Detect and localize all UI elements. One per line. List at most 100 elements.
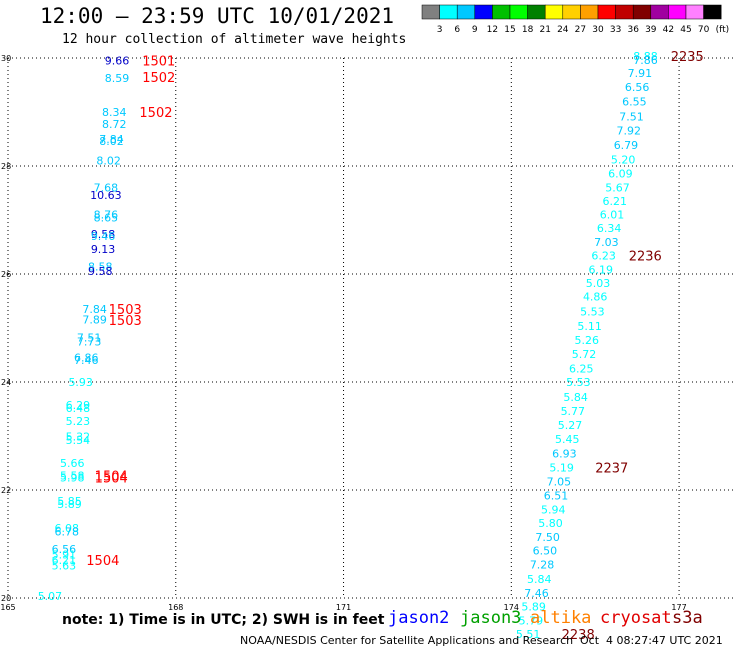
legend-swatch (703, 4, 722, 20)
legend-label: 70 (698, 25, 710, 35)
pass-time-label: 1504 (95, 469, 128, 484)
wave-height-value: 5.03 (586, 277, 611, 290)
wave-height-value: 9.58 (91, 228, 116, 241)
pass-time-label: 2236 (629, 250, 662, 265)
satellite-altika: altika (530, 608, 592, 628)
wave-height-value: 6.34 (597, 222, 622, 235)
wave-height-value: 7.46 (74, 354, 99, 367)
wave-height-value: 8.65 (94, 211, 119, 224)
legend-label: 39 (645, 25, 657, 35)
wave-height-value: 5.53 (580, 305, 605, 318)
wave-height-value: 6.56 (625, 81, 650, 94)
wave-height-value: 7.51 (77, 332, 102, 345)
wave-height-value: 5.98 (60, 472, 85, 485)
wave-height-value: 7.84 (99, 133, 124, 146)
wave-height-value: 6.08 (54, 522, 79, 535)
pass-time-label: 1503 (109, 314, 142, 329)
wave-height-value: 7.92 (616, 124, 641, 137)
wave-height-value: 7.89 (82, 313, 107, 326)
wave-height-value: 9.58 (88, 265, 113, 278)
x-tick-label: 171 (336, 603, 351, 612)
wave-height-value: 5.72 (572, 348, 597, 361)
wave-height-value: 5.91 (52, 548, 77, 561)
legend-label: 6 (454, 25, 460, 35)
wave-height-value: 5.89 (57, 498, 82, 511)
legend-label: 33 (610, 25, 621, 35)
wave-height-value: 5.54 (66, 434, 91, 447)
wave-height-value: 8.88 (633, 50, 658, 63)
legend-label: 3 (437, 25, 443, 35)
wave-height-value: 4.86 (583, 291, 608, 304)
wave-height-value: 5.26 (575, 334, 600, 347)
wave-height-value: 5.63 (52, 560, 77, 573)
page-title: 12:00 – 23:59 UTC 10/01/2021 (40, 4, 395, 28)
pass-time-label: 1501 (142, 55, 175, 70)
wave-height-value: 5.11 (577, 320, 602, 333)
wave-height-value: 6.56 (52, 543, 77, 556)
wave-height-value: 7.91 (628, 67, 653, 80)
wave-height-value: 7.51 (619, 110, 644, 123)
legend-label: 24 (557, 25, 569, 35)
wave-height-value: 7.03 (594, 236, 619, 249)
wave-height-value: 5.93 (68, 376, 93, 389)
wave-height-value: 5.20 (611, 154, 636, 167)
color-scale-bar: 3 6 9 12 15 18 21 24 27 30 33 36 39 42 45 70 (ft) (421, 4, 729, 35)
page-subtitle: 12 hour collection of altimeter wave hei… (62, 32, 407, 47)
pass-time-label: 1503 (109, 303, 142, 318)
wave-height-value: 10.63 (90, 189, 122, 202)
wave-height-value: 7.05 (547, 475, 572, 488)
legend-label: 21 (539, 25, 550, 35)
wave-height-value: 5.77 (561, 405, 586, 418)
wave-height-value: 9.46 (91, 230, 116, 243)
x-tick-label: 174 (504, 603, 519, 612)
y-tick-label: 20 (1, 594, 11, 603)
color-scale-legend: 3 6 9 12 15 18 21 24 27 30 33 36 39 42 45 70 (ft) (0, 0, 740, 40)
wave-height-value: 7.50 (535, 531, 560, 544)
pass-time-label: 1502 (139, 106, 172, 121)
wave-height-value: 8.76 (94, 209, 119, 222)
legend-label: 36 (627, 25, 639, 35)
pass-time-label: 1504 (86, 554, 119, 569)
wave-height-value: 7.28 (530, 559, 555, 572)
wave-height-value: 6.21 (603, 195, 628, 208)
wave-height-value: 8.02 (99, 135, 124, 148)
wave-height-value: 5.66 (60, 457, 85, 470)
wave-height-value: 5.32 (66, 431, 91, 444)
legend-label: 42 (663, 25, 674, 35)
pass-time-label: 1502 (142, 71, 175, 86)
legend-label: 18 (522, 25, 534, 35)
legend-label: 12 (487, 25, 498, 35)
legend-label: 45 (680, 25, 691, 35)
wave-height-value: 6.50 (533, 544, 558, 557)
wave-height-value: 5.53 (566, 376, 591, 389)
wave-height-value: 5.23 (66, 415, 91, 428)
satellite-jason2: jason2 (388, 608, 450, 628)
satellite-jason3: jason3 (460, 608, 522, 628)
wave-height-value: 5.07 (38, 590, 63, 603)
pass-time-label: 2235 (671, 50, 704, 65)
wave-height-value: 5.80 (538, 517, 563, 530)
wave-height-value: 7.73 (77, 336, 102, 349)
wave-height-value: 6.79 (614, 139, 639, 152)
pass-time-label: 1504 (95, 472, 128, 487)
wave-height-value: 5.45 (555, 433, 580, 446)
wave-height-value: 7.86 (633, 54, 658, 67)
wave-height-value: 5.79 (519, 615, 544, 628)
wave-height-value: 8.02 (96, 155, 121, 168)
wave-height-value: 6.01 (600, 209, 625, 222)
legend-label: 15 (504, 25, 515, 35)
wave-height-value: 5.89 (521, 601, 546, 614)
wave-height-value: 8.72 (102, 118, 127, 131)
wave-height-value: 6.48 (66, 402, 91, 415)
footer-note: note: 1) Time is in UTC; 2) SWH is in fe… (62, 612, 385, 628)
x-tick-label: 168 (168, 603, 183, 612)
y-tick-label: 28 (1, 162, 11, 171)
wave-height-value: 6.25 (569, 363, 594, 376)
generation-timestamp: Oct 4 08:27:47 UTC 2021 (580, 634, 723, 647)
legend-label: 30 (592, 25, 604, 35)
credit-line: NOAA/NESDIS Center for Satellite Applica… (240, 634, 574, 647)
pass-time-label: 2237 (595, 461, 628, 476)
wave-height-value: 5.51 (516, 628, 541, 641)
y-tick-label: 24 (1, 378, 11, 387)
y-tick-label: 30 (1, 54, 11, 63)
